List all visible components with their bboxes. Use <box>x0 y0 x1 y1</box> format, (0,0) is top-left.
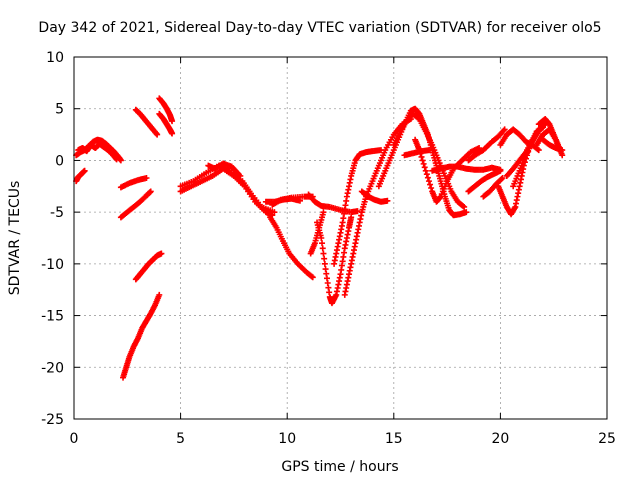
data-point <box>421 164 428 171</box>
series-arc25 <box>412 136 483 205</box>
axis-ticks <box>73 56 608 420</box>
series-arc29 <box>480 175 506 200</box>
data-point <box>319 245 326 252</box>
y-tick-label: 5 <box>55 102 64 118</box>
series-arc28 <box>465 167 504 195</box>
x-tick-label: 5 <box>176 431 185 447</box>
x-tick-label: 15 <box>385 431 403 447</box>
data-point <box>422 167 429 174</box>
data-point <box>499 175 506 182</box>
data-point <box>461 203 468 210</box>
y-tick-labels: 10 5 0 -5 -10 -15 -20 -25 <box>41 50 64 428</box>
data-point <box>535 147 542 154</box>
series-arc12 <box>177 162 278 216</box>
data-point <box>169 130 176 137</box>
series-arc17 <box>305 191 361 216</box>
data-point <box>354 208 361 215</box>
data-point <box>320 250 327 257</box>
series-arc10 <box>156 110 176 137</box>
data-points <box>73 95 566 381</box>
x-tick-label: 25 <box>598 431 616 447</box>
data-point <box>81 167 88 174</box>
data-point <box>113 156 120 163</box>
series-arc20 <box>331 147 385 267</box>
series-arc21 <box>341 116 414 298</box>
data-point <box>237 172 244 179</box>
data-point <box>559 152 566 159</box>
data-point <box>424 174 431 181</box>
y-tick-label: 0 <box>55 153 64 169</box>
series-arc6 <box>120 291 163 381</box>
x-tick-label: 10 <box>278 431 296 447</box>
data-point <box>147 188 154 195</box>
y-tick-label: -5 <box>50 205 64 221</box>
data-point <box>271 209 278 216</box>
series-arc13 <box>205 160 244 179</box>
data-point <box>348 214 355 221</box>
data-point <box>319 240 326 247</box>
series-arc22 <box>358 188 391 205</box>
data-point <box>463 209 470 216</box>
series-arc3 <box>75 140 120 163</box>
series-arc37 <box>540 136 566 154</box>
data-point <box>423 171 430 178</box>
y-tick-label: -25 <box>41 412 64 428</box>
plot-frame <box>73 56 608 420</box>
series-arc5 <box>117 175 150 191</box>
data-point <box>501 126 508 133</box>
series-arc30 <box>465 126 508 164</box>
data-point <box>143 175 150 182</box>
data-point <box>427 181 434 188</box>
y-tick-label: -15 <box>41 309 64 325</box>
x-tick-labels: 0 5 10 15 20 25 <box>70 431 616 447</box>
data-point <box>156 291 163 298</box>
data-point <box>559 147 566 154</box>
data-point <box>535 128 542 135</box>
data-point <box>308 273 315 280</box>
data-point <box>418 153 425 160</box>
series-arc19 <box>307 209 327 257</box>
data-point <box>427 147 434 154</box>
data-point <box>321 255 328 262</box>
chart-title: Day 342 of 2021, Sidereal Day-to-day VTE… <box>38 20 601 36</box>
x-tick-label: 20 <box>491 431 509 447</box>
data-point <box>158 250 165 257</box>
x-tick-label: 0 <box>70 431 79 447</box>
data-point <box>419 157 426 164</box>
series-arc11 <box>177 165 276 219</box>
series-arc4 <box>117 188 154 221</box>
data-point <box>428 185 435 192</box>
data-point <box>321 260 328 267</box>
series-arc27 <box>401 147 434 159</box>
series-arc15 <box>267 214 316 281</box>
x-axis-label: GPS time / hours <box>281 459 398 475</box>
data-point <box>309 274 316 281</box>
data-point <box>384 197 391 204</box>
series-arc34 <box>510 128 542 190</box>
data-point <box>154 131 161 138</box>
series-arc7 <box>132 250 165 283</box>
data-point <box>498 176 505 183</box>
y-tick-label: -10 <box>41 257 64 273</box>
data-point <box>497 167 504 174</box>
data-point <box>425 178 432 185</box>
series-arc9 <box>156 95 176 125</box>
data-point <box>534 146 541 153</box>
data-point <box>420 160 427 167</box>
data-point <box>320 209 327 216</box>
y-tick-label: -20 <box>41 360 64 376</box>
data-point <box>169 118 176 125</box>
data-point <box>541 122 548 129</box>
series-arc8 <box>132 106 161 138</box>
y-axis-label: SDTVAR / TECUs <box>7 181 23 296</box>
series-arc1 <box>73 167 88 185</box>
data-point <box>117 157 124 164</box>
series-arc18 <box>314 214 355 307</box>
y-tick-label: 10 <box>46 50 64 66</box>
data-point <box>460 203 467 210</box>
